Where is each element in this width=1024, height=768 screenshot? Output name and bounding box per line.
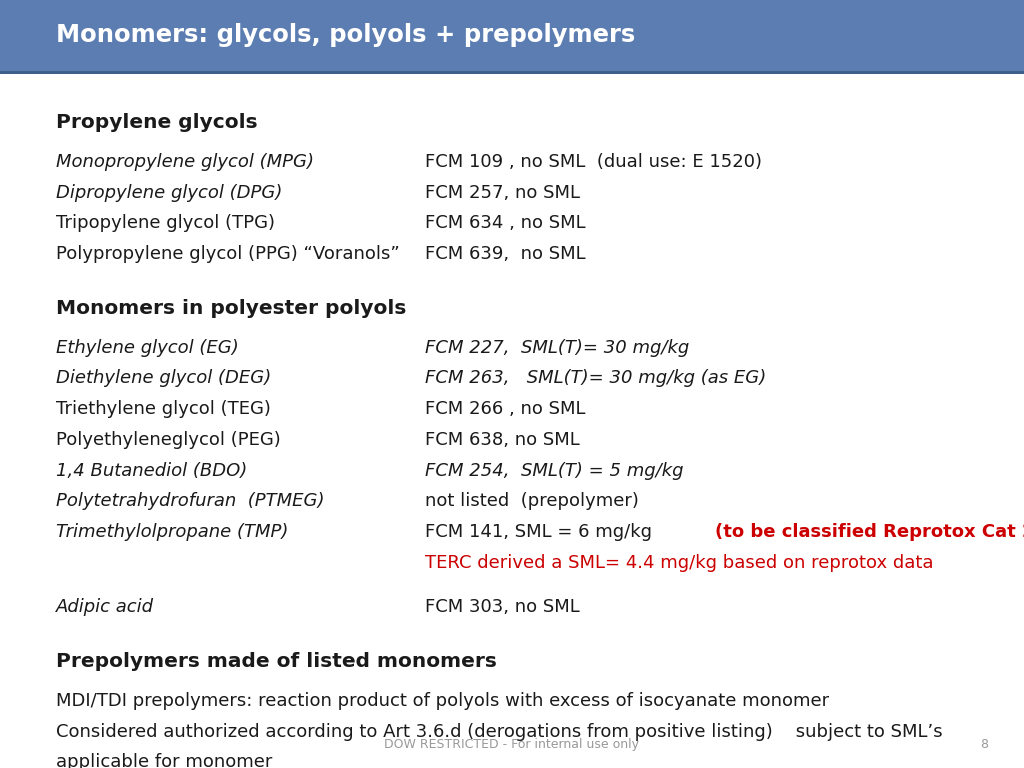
Text: Monopropylene glycol (MPG): Monopropylene glycol (MPG) bbox=[56, 153, 314, 170]
Text: applicable for monomer: applicable for monomer bbox=[56, 753, 272, 768]
Text: Diethylene glycol (DEG): Diethylene glycol (DEG) bbox=[56, 369, 271, 387]
Bar bbox=[0, 71, 1024, 74]
Text: Monomers in polyester polyols: Monomers in polyester polyols bbox=[56, 299, 407, 318]
Text: FCM 634 , no SML: FCM 634 , no SML bbox=[425, 214, 586, 232]
Text: MDI/TDI prepolymers: reaction product of polyols with excess of isocyanate monom: MDI/TDI prepolymers: reaction product of… bbox=[56, 692, 829, 710]
Text: not listed  (prepolymer): not listed (prepolymer) bbox=[425, 492, 639, 510]
Text: FCM 257, no SML: FCM 257, no SML bbox=[425, 184, 580, 201]
Text: Polyethyleneglycol (PEG): Polyethyleneglycol (PEG) bbox=[56, 431, 281, 449]
Text: Polytetrahydrofuran  (PTMEG): Polytetrahydrofuran (PTMEG) bbox=[56, 492, 325, 510]
Text: Adipic acid: Adipic acid bbox=[56, 598, 155, 616]
Text: FCM 141, SML = 6 mg/kg: FCM 141, SML = 6 mg/kg bbox=[425, 523, 657, 541]
Text: Monomers: glycols, polyols + prepolymers: Monomers: glycols, polyols + prepolymers bbox=[56, 23, 636, 48]
Text: TERC derived a SML= 4.4 mg/kg based on reprotox data: TERC derived a SML= 4.4 mg/kg based on r… bbox=[425, 554, 934, 571]
Text: DOW RESTRICTED - For internal use only: DOW RESTRICTED - For internal use only bbox=[384, 738, 640, 751]
Text: 1,4 Butanediol (BDO): 1,4 Butanediol (BDO) bbox=[56, 462, 248, 479]
Text: Dipropylene glycol (DPG): Dipropylene glycol (DPG) bbox=[56, 184, 283, 201]
Text: FCM 266 , no SML: FCM 266 , no SML bbox=[425, 400, 586, 418]
Text: FCM 639,  no SML: FCM 639, no SML bbox=[425, 245, 586, 263]
Text: 8: 8 bbox=[980, 738, 988, 751]
Text: Ethylene glycol (EG): Ethylene glycol (EG) bbox=[56, 339, 239, 356]
Text: FCM 263,   SML(T)= 30 mg/kg (as EG): FCM 263, SML(T)= 30 mg/kg (as EG) bbox=[425, 369, 766, 387]
Text: Polypropylene glycol (PPG) “Voranols”: Polypropylene glycol (PPG) “Voranols” bbox=[56, 245, 400, 263]
Text: FCM 227,  SML(T)= 30 mg/kg: FCM 227, SML(T)= 30 mg/kg bbox=[425, 339, 689, 356]
Text: Propylene glycols: Propylene glycols bbox=[56, 113, 258, 132]
Text: Tripopylene glycol (TPG): Tripopylene glycol (TPG) bbox=[56, 214, 275, 232]
Text: Trimethylolpropane (TMP): Trimethylolpropane (TMP) bbox=[56, 523, 289, 541]
Text: FCM 638, no SML: FCM 638, no SML bbox=[425, 431, 580, 449]
Text: Prepolymers made of listed monomers: Prepolymers made of listed monomers bbox=[56, 652, 498, 671]
Text: Triethylene glycol (TEG): Triethylene glycol (TEG) bbox=[56, 400, 271, 418]
Text: FCM 254,  SML(T) = 5 mg/kg: FCM 254, SML(T) = 5 mg/kg bbox=[425, 462, 683, 479]
Text: FCM 109 , no SML  (dual use: E 1520): FCM 109 , no SML (dual use: E 1520) bbox=[425, 153, 762, 170]
Bar bbox=[0, 0, 1024, 71]
Text: FCM 303, no SML: FCM 303, no SML bbox=[425, 598, 580, 616]
Text: Considered authorized according to Art 3.6.d (derogations from positive listing): Considered authorized according to Art 3… bbox=[56, 723, 943, 740]
Text: (to be classified Reprotox Cat 2!): (to be classified Reprotox Cat 2!) bbox=[715, 523, 1024, 541]
